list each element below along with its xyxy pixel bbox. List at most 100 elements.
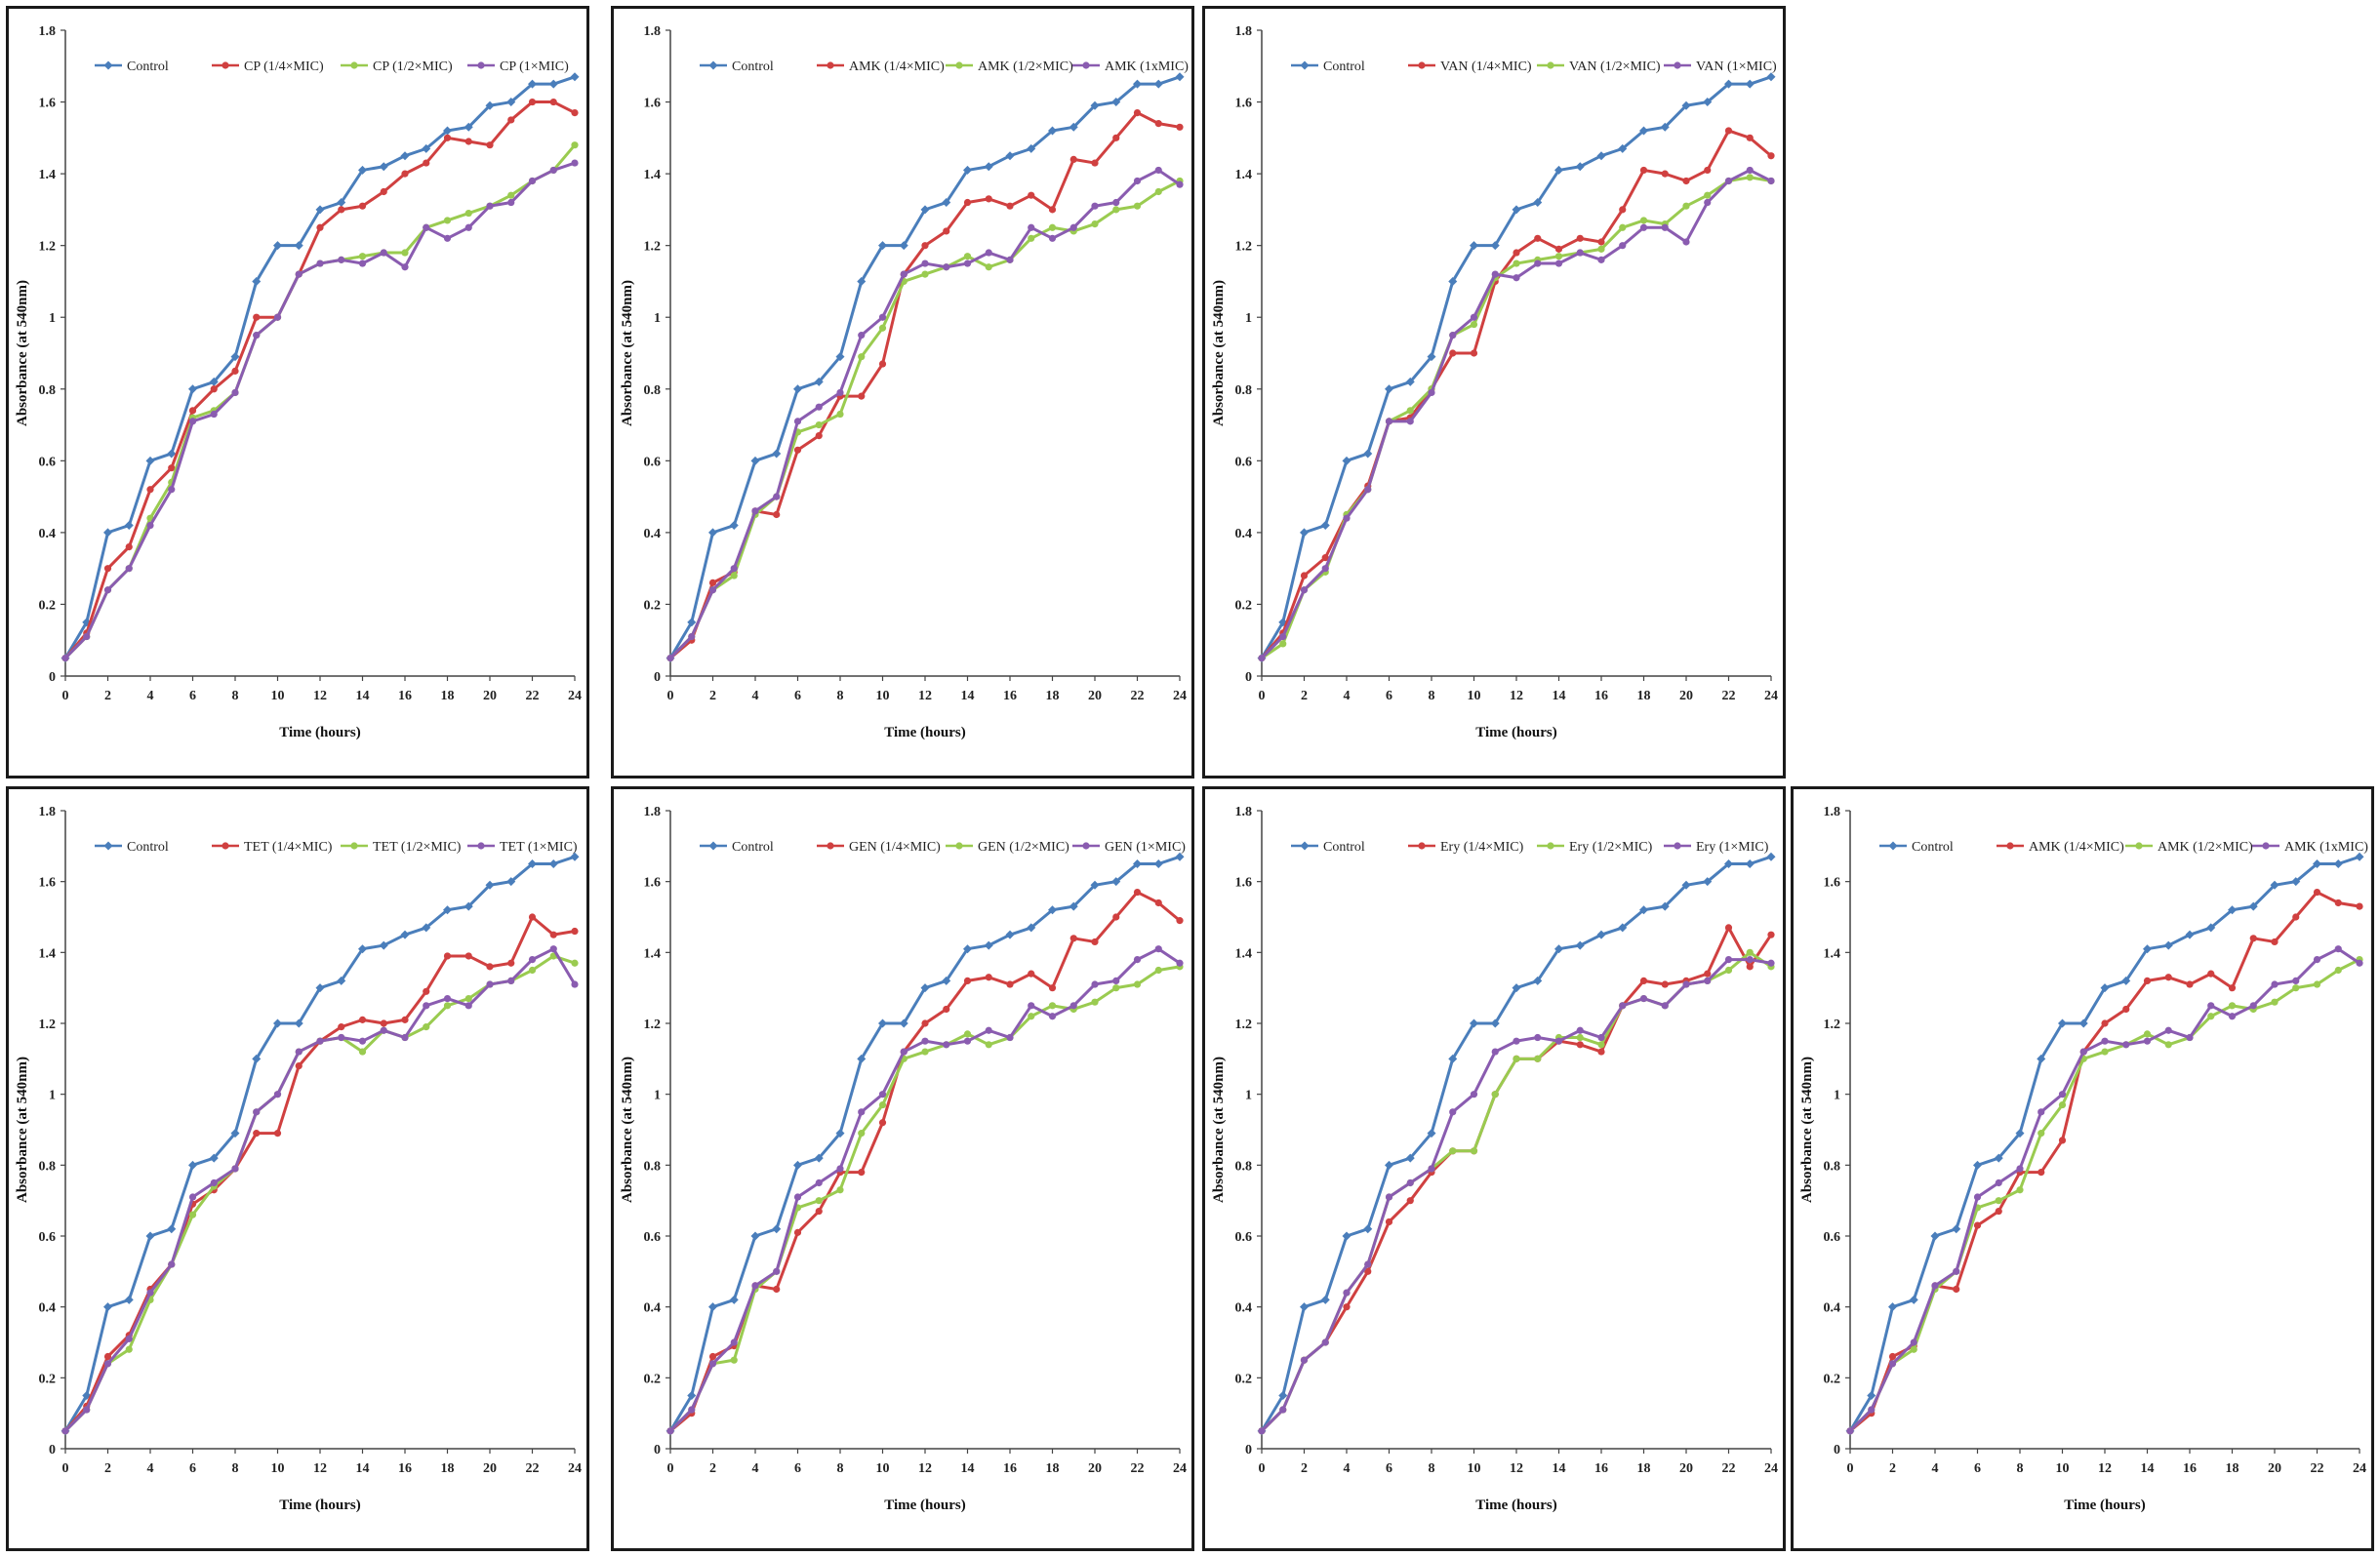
data-point — [985, 974, 992, 981]
data-point — [2101, 1037, 2109, 1045]
y-tick-label: 1.6 — [1235, 876, 1253, 891]
y-tick-label: 0.6 — [39, 1230, 57, 1245]
legend-item: AMK (1/2×MIC) — [946, 60, 1073, 74]
data-point — [858, 332, 866, 339]
data-point — [1091, 938, 1099, 946]
data-point — [900, 1048, 908, 1056]
y-tick-label: 1.2 — [1824, 1018, 1841, 1032]
y-axis-label: Absorbance (at 540nm) — [1799, 1057, 1815, 1203]
data-point — [1682, 980, 1690, 988]
x-tick-label: 22 — [1722, 1461, 1736, 1476]
data-point — [2143, 1030, 2152, 1038]
data-point — [124, 1295, 134, 1304]
data-point — [1133, 956, 1142, 964]
data-point — [380, 187, 387, 196]
x-tick-label: 4 — [1344, 1461, 1351, 1476]
data-point — [231, 367, 239, 375]
legend-item: TET (1/2×MIC) — [341, 840, 462, 855]
data-point — [2058, 1018, 2067, 1028]
legend-label: GEN (1×MIC) — [1105, 840, 1186, 855]
legend-item: Ery (1×MIC) — [1664, 840, 1769, 855]
data-point — [729, 1295, 739, 1304]
x-tick-label: 18 — [1637, 1461, 1651, 1476]
data-point — [1300, 841, 1310, 851]
data-point — [401, 263, 409, 271]
legend-label: Control — [1323, 60, 1365, 74]
data-point — [1406, 1197, 1414, 1205]
data-point — [1154, 187, 1162, 196]
x-tick-label: 0 — [62, 1461, 69, 1476]
data-point — [571, 141, 579, 149]
legend-label: AMK (1/2×MIC) — [978, 60, 1073, 74]
data-point — [1470, 1018, 1478, 1028]
y-tick-label: 0 — [1245, 1443, 1252, 1457]
data-point — [730, 572, 738, 579]
data-point — [2228, 1013, 2237, 1020]
data-point — [1176, 180, 1184, 188]
data-point — [708, 1352, 717, 1361]
data-point — [423, 223, 430, 231]
data-point — [1661, 223, 1669, 231]
data-point — [688, 1406, 696, 1414]
y-tick-label: 1.4 — [1235, 168, 1253, 182]
data-point — [1300, 60, 1310, 70]
data-point — [1069, 935, 1077, 942]
data-point — [1428, 1165, 1435, 1173]
data-point — [793, 1228, 802, 1236]
series-2 — [61, 952, 579, 1435]
x-tick-label: 14 — [1553, 689, 1566, 703]
y-tick-label: 0.6 — [1235, 455, 1253, 469]
data-point — [1746, 174, 1754, 181]
x-tick-label: 8 — [837, 1461, 844, 1476]
chart-svg: 00.20.40.60.811.21.41.61.80 2 4 6 8 10 12 14 16 1… — [15, 24, 582, 740]
y-tick-label: 0.4 — [39, 1301, 57, 1316]
data-point — [921, 1019, 929, 1027]
data-point — [815, 420, 823, 429]
data-point — [1766, 852, 1776, 861]
x-tick-label: 18 — [441, 1461, 455, 1476]
data-point — [729, 521, 739, 531]
data-point — [943, 1005, 950, 1014]
data-point — [464, 1002, 472, 1010]
data-point — [2016, 1186, 2024, 1194]
legend-label: TET (1×MIC) — [500, 840, 578, 855]
data-point — [899, 1018, 908, 1028]
data-point — [1888, 841, 1898, 851]
data-point — [773, 1267, 781, 1275]
series-0 — [1845, 852, 2364, 1436]
y-tick-label: 0.6 — [39, 455, 57, 469]
data-point — [1745, 79, 1755, 89]
legend-item: AMK (1xMIC) — [1072, 60, 1189, 74]
series-2 — [1846, 956, 2363, 1435]
data-point — [1682, 202, 1690, 210]
data-point — [1513, 249, 1520, 257]
data-point — [231, 388, 239, 397]
x-tick-label: 20 — [483, 1461, 497, 1476]
legend-item: Ery (1/2×MIC) — [1537, 840, 1653, 855]
y-tick-label: 0.2 — [39, 598, 57, 613]
x-tick-label: 0 — [62, 689, 69, 703]
data-point — [1154, 945, 1162, 953]
legend-item: AMK (1/4×MIC) — [817, 60, 945, 74]
legend-item: AMK (1/2×MIC) — [2125, 840, 2253, 855]
x-tick-label: 2 — [709, 1461, 716, 1476]
y-tick-label: 0 — [49, 670, 56, 685]
data-point — [1279, 632, 1287, 641]
data-point — [315, 205, 325, 215]
data-point — [1534, 234, 1542, 242]
data-point — [1596, 930, 1606, 939]
data-point — [1133, 177, 1142, 185]
data-point — [773, 493, 781, 500]
data-point — [1111, 98, 1121, 107]
data-point — [814, 1153, 824, 1163]
data-point — [836, 1165, 844, 1173]
x-tick-label: 8 — [2017, 1461, 2024, 1476]
data-point — [1176, 959, 1184, 967]
data-point — [1082, 842, 1090, 850]
data-point — [1133, 79, 1142, 89]
y-tick-label: 0.2 — [1235, 1372, 1253, 1386]
x-tick-label: 14 — [356, 689, 370, 703]
chart-panel-gen: 0 0.2 0.4 0.6 0.8 1 1.2 1.4 1.6 1.8 0 2 4 6 8 10 12 14 16 1… — [611, 786, 1194, 1551]
data-point — [1490, 241, 1500, 251]
data-point — [2037, 1169, 2045, 1177]
